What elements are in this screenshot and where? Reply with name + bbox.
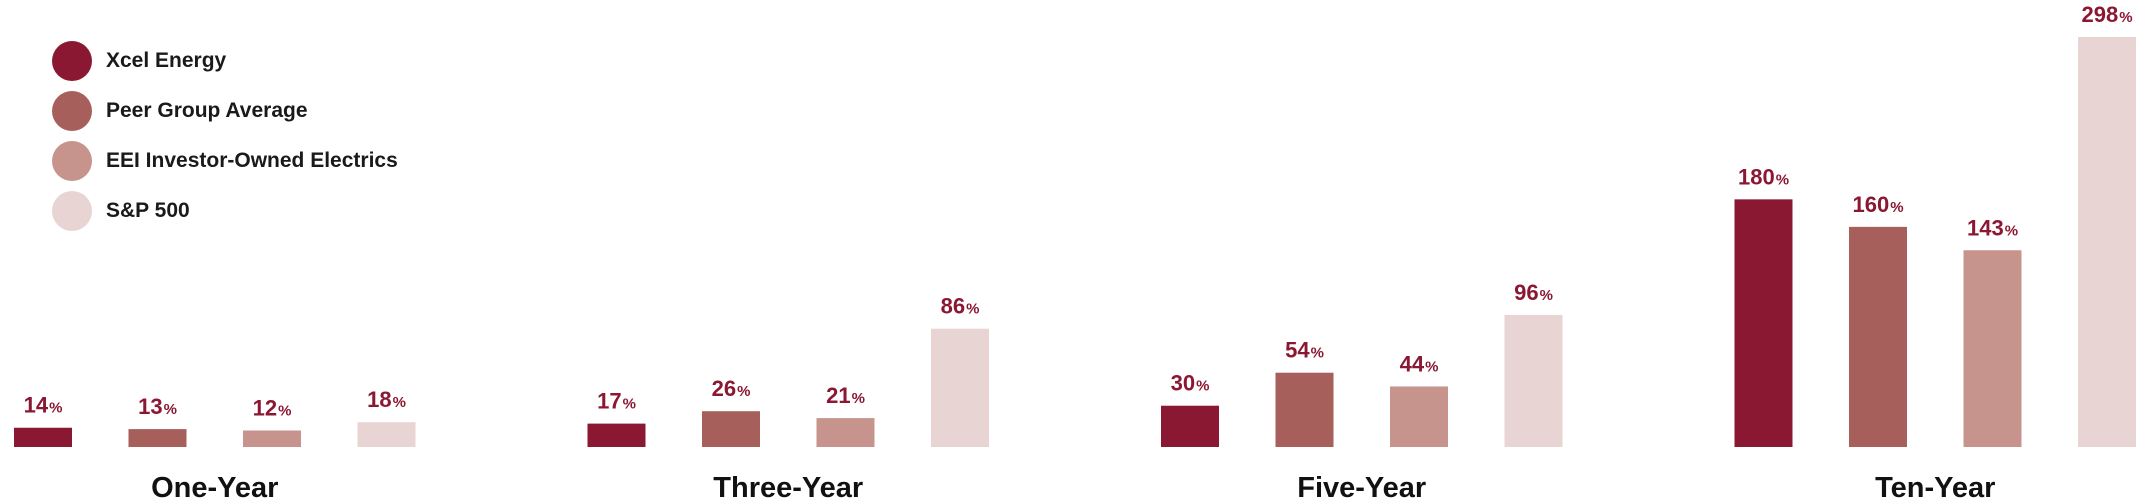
- value-label: 17%: [597, 389, 636, 414]
- value-label: 96%: [1514, 280, 1553, 305]
- legend-item: EEI Investor-Owned Electrics: [52, 136, 398, 186]
- value-label: 143%: [1967, 215, 2018, 240]
- category-label: Five-Year: [1297, 472, 1426, 499]
- legend-label: Peer Group Average: [106, 99, 308, 122]
- value-label: 44%: [1400, 351, 1439, 376]
- legend: Xcel Energy Peer Group Average EEI Investo…: [52, 36, 398, 236]
- bar-five-year-2: [1390, 386, 1448, 447]
- legend-label: S&P 500: [106, 199, 190, 222]
- category-label: Three-Year: [713, 472, 863, 499]
- bar-one-year-1: [128, 429, 187, 447]
- value-label: 54%: [1285, 338, 1324, 363]
- bar-three-year-2: [816, 418, 875, 447]
- value-label: 86%: [941, 294, 980, 319]
- legend-item: Peer Group Average: [52, 86, 398, 136]
- value-label: 160%: [1852, 192, 1903, 217]
- legend-item: S&P 500: [52, 186, 398, 236]
- bar-one-year-2: [243, 430, 301, 447]
- legend-label: EEI Investor-Owned Electrics: [106, 149, 398, 172]
- legend-item: Xcel Energy: [52, 36, 398, 86]
- value-label: 26%: [712, 376, 751, 401]
- legend-swatch: [52, 41, 92, 81]
- bar-three-year-0: [587, 423, 646, 447]
- bar-one-year-0: [14, 427, 72, 447]
- value-label: 30%: [1171, 371, 1210, 396]
- legend-swatch: [52, 141, 92, 181]
- value-label: 12%: [253, 395, 292, 420]
- value-label: 298%: [2081, 2, 2132, 27]
- bar-one-year-3: [357, 422, 416, 447]
- bar-three-year-3: [931, 328, 989, 447]
- bar-three-year-1: [702, 411, 760, 447]
- value-label: 21%: [826, 383, 865, 408]
- value-label: 18%: [367, 387, 406, 412]
- category-label: One-Year: [151, 472, 278, 499]
- legend-swatch: [52, 191, 92, 231]
- bar-five-year-1: [1275, 372, 1334, 447]
- bar-ten-year-0: [1734, 199, 1793, 447]
- legend-label: Xcel Energy: [106, 49, 227, 72]
- legend-swatch: [52, 91, 92, 131]
- bar-ten-year-1: [1849, 226, 1907, 447]
- category-label: Ten-Year: [1875, 472, 1995, 499]
- value-label: 14%: [24, 393, 63, 418]
- value-label: 13%: [138, 394, 177, 419]
- bar-ten-year-3: [2078, 37, 2136, 447]
- bar-ten-year-2: [1963, 250, 2022, 447]
- bar-five-year-3: [1504, 314, 1563, 447]
- bar-five-year-0: [1161, 405, 1219, 447]
- value-label: 180%: [1738, 164, 1789, 189]
